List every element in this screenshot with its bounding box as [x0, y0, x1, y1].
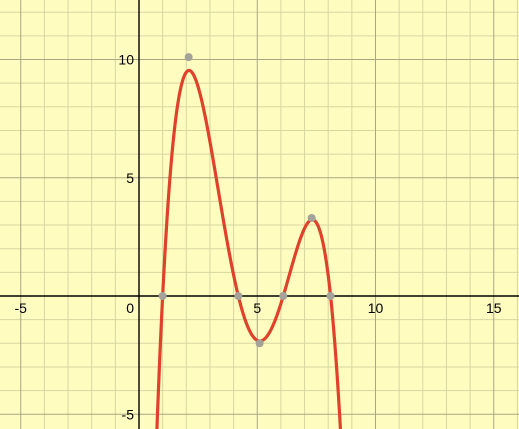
data-point[interactable] — [159, 292, 167, 300]
data-point[interactable] — [234, 292, 242, 300]
data-point[interactable] — [256, 339, 264, 347]
y-tick-label: 10 — [118, 52, 134, 68]
x-tick-label: 5 — [253, 300, 261, 316]
data-point[interactable] — [327, 292, 335, 300]
x-tick-label: -5 — [15, 300, 28, 316]
y-tick-label: -5 — [122, 406, 135, 422]
data-point[interactable] — [185, 53, 193, 61]
data-point[interactable] — [279, 292, 287, 300]
x-tick-label: 15 — [486, 300, 502, 316]
y-tick-label: 5 — [126, 170, 134, 186]
x-tick-label: 10 — [368, 300, 384, 316]
data-point[interactable] — [308, 214, 316, 222]
origin-label: 0 — [126, 300, 134, 316]
